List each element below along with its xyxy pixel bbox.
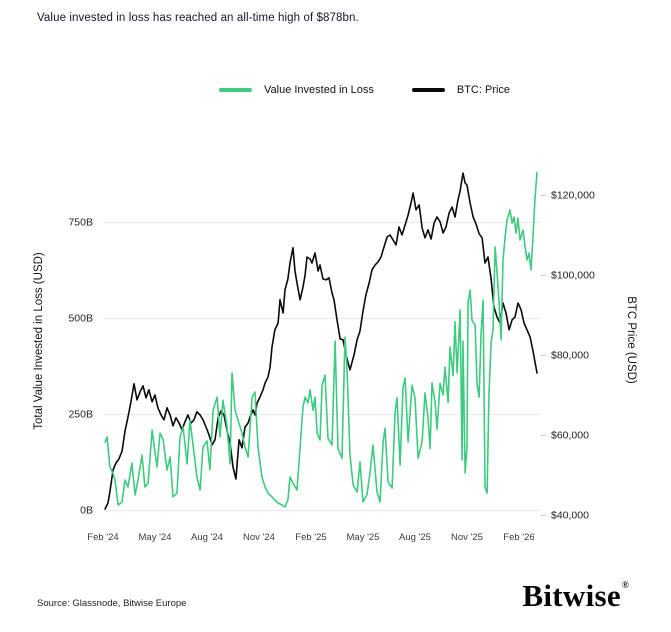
x-axis-tick-label: Aug '25	[399, 532, 431, 543]
bitwise-logo: Bitwise®	[522, 580, 629, 611]
right-axis-tick-label: $80,000	[551, 350, 589, 362]
left-axis-tick-label: 750B	[68, 217, 93, 229]
legend-item-btc: BTC: Price	[411, 84, 511, 96]
left-axis-tick-label: 500B	[68, 313, 93, 325]
left-axis-title: Total Value Invested in Loss (USD)	[33, 252, 45, 430]
btc-series-line	[104, 172, 538, 510]
x-axis-tick-label: Feb '26	[503, 532, 534, 543]
x-axis-tick-label: Nov '24	[243, 532, 275, 543]
bitwise-logo-text: Bitwise	[522, 578, 621, 613]
x-axis-tick-label: May '25	[347, 532, 380, 543]
loss-series-line	[104, 172, 538, 508]
chart-title: Value invested in loss has reached an al…	[37, 12, 359, 24]
right-axis-tick-label: $120,000	[551, 190, 595, 202]
x-axis-tick-label: Feb '25	[295, 532, 326, 543]
legend-label-loss: Value Invested in Loss	[264, 84, 374, 96]
x-axis-tick-label: May '24	[139, 532, 172, 543]
right-axis-tick-label: $100,000	[551, 270, 595, 282]
registered-trademark-icon: ®	[621, 580, 629, 590]
left-axis-tick-label: 0B	[80, 505, 93, 517]
legend-item-loss: Value Invested in Loss	[219, 84, 374, 96]
left-axis-tick-label: 250B	[68, 409, 93, 421]
right-axis-tick-label: $60,000	[551, 430, 589, 442]
x-axis-tick-label: Feb '24	[87, 532, 118, 543]
legend-label-btc: BTC: Price	[456, 84, 511, 96]
legend: Value Invested in Loss BTC: Price	[219, 84, 510, 96]
loss-series-swatch	[219, 88, 252, 92]
btc-series-swatch	[411, 88, 445, 92]
x-axis-tick-label: Nov '25	[451, 532, 483, 543]
x-axis-tick-label: Aug '24	[191, 532, 223, 543]
source-note: Source: Glassnode, Bitwise Europe	[37, 598, 187, 609]
right-axis-tick-label: $40,000	[551, 510, 589, 522]
right-axis-title: BTC Price (USD)	[625, 296, 637, 384]
